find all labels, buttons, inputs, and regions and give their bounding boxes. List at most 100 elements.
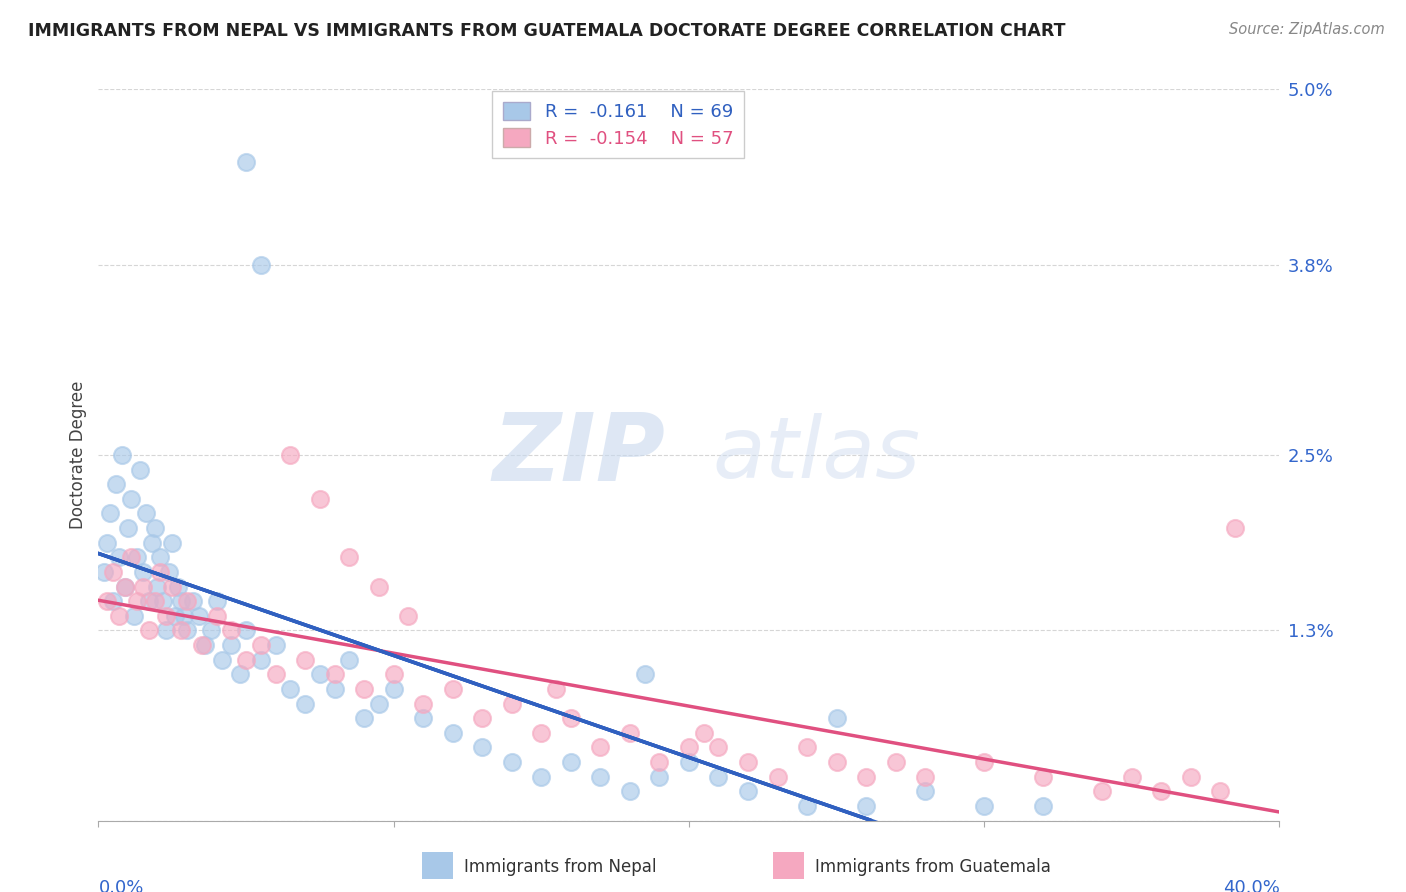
Point xyxy=(546,681,568,696)
Point xyxy=(353,681,375,696)
Text: atlas: atlas xyxy=(713,413,921,497)
Point xyxy=(825,711,848,725)
Point xyxy=(125,550,148,565)
Point xyxy=(766,770,789,784)
Point xyxy=(96,594,118,608)
Text: 40.0%: 40.0% xyxy=(1223,880,1279,892)
Point xyxy=(796,799,818,814)
Point xyxy=(98,507,121,521)
Point xyxy=(146,580,169,594)
Point xyxy=(250,258,273,272)
Point xyxy=(194,638,217,652)
Point xyxy=(176,594,198,608)
Point xyxy=(108,550,131,565)
Point xyxy=(235,653,257,667)
Point xyxy=(264,638,287,652)
Point xyxy=(471,711,494,725)
Point xyxy=(825,755,848,769)
Point xyxy=(235,155,257,169)
Point xyxy=(339,550,360,565)
Point xyxy=(1223,521,1246,535)
Point xyxy=(187,608,209,623)
Point xyxy=(678,755,700,769)
Point xyxy=(135,507,157,521)
Point xyxy=(278,681,302,696)
Point xyxy=(368,697,391,711)
Point xyxy=(633,667,655,681)
Point xyxy=(114,580,136,594)
Point xyxy=(382,667,405,681)
Point xyxy=(1032,770,1054,784)
Point xyxy=(884,755,907,769)
Point xyxy=(471,740,494,755)
Legend: R =  -0.161    N = 69, R =  -0.154    N = 57: R = -0.161 N = 69, R = -0.154 N = 57 xyxy=(492,91,744,159)
Point xyxy=(294,653,316,667)
Point xyxy=(1150,784,1173,798)
Point xyxy=(589,740,612,755)
Point xyxy=(648,770,671,784)
Text: Immigrants from Nepal: Immigrants from Nepal xyxy=(464,858,657,876)
Point xyxy=(339,653,360,667)
Point xyxy=(309,491,332,506)
Point xyxy=(382,681,405,696)
Point xyxy=(1032,799,1054,814)
Point xyxy=(914,784,936,798)
Point xyxy=(707,770,730,784)
Text: IMMIGRANTS FROM NEPAL VS IMMIGRANTS FROM GUATEMALA DOCTORATE DEGREE CORRELATION : IMMIGRANTS FROM NEPAL VS IMMIGRANTS FROM… xyxy=(28,22,1066,40)
Point xyxy=(693,726,716,740)
Point xyxy=(128,462,150,476)
Point xyxy=(155,608,177,623)
Point xyxy=(181,594,204,608)
Point xyxy=(368,580,391,594)
Point xyxy=(170,624,193,638)
Text: ZIP: ZIP xyxy=(492,409,665,501)
Point xyxy=(1121,770,1143,784)
Point xyxy=(973,755,995,769)
Point xyxy=(648,755,671,769)
Point xyxy=(93,565,115,579)
Point xyxy=(167,580,190,594)
Point xyxy=(396,608,419,623)
Point xyxy=(138,624,160,638)
Point xyxy=(737,784,759,798)
Y-axis label: Doctorate Degree: Doctorate Degree xyxy=(69,381,87,529)
Point xyxy=(173,608,195,623)
Point xyxy=(250,638,273,652)
Point xyxy=(162,580,183,594)
Point xyxy=(1180,770,1202,784)
Point xyxy=(737,755,759,769)
Point xyxy=(323,681,346,696)
Point xyxy=(707,740,730,755)
Point xyxy=(149,565,172,579)
Point xyxy=(221,638,243,652)
Point xyxy=(143,594,166,608)
Point xyxy=(191,638,214,652)
Point xyxy=(678,740,700,755)
Point xyxy=(278,448,302,462)
Point xyxy=(211,653,233,667)
Point xyxy=(589,770,612,784)
Point xyxy=(619,726,641,740)
Text: 0.0%: 0.0% xyxy=(98,880,143,892)
Point xyxy=(294,697,316,711)
Point xyxy=(114,580,136,594)
Point xyxy=(105,477,128,491)
Point xyxy=(103,594,125,608)
Point xyxy=(117,521,139,535)
Point xyxy=(162,535,183,549)
Point xyxy=(855,799,877,814)
Point xyxy=(152,594,174,608)
Point xyxy=(501,755,523,769)
Point xyxy=(165,608,187,623)
Point xyxy=(796,740,818,755)
Point xyxy=(229,667,252,681)
Point xyxy=(122,608,145,623)
Point xyxy=(441,726,464,740)
Point xyxy=(149,550,172,565)
Point xyxy=(205,594,228,608)
Point xyxy=(157,565,180,579)
Point xyxy=(111,448,134,462)
Point xyxy=(120,550,142,565)
Point xyxy=(200,624,222,638)
Point xyxy=(530,770,553,784)
